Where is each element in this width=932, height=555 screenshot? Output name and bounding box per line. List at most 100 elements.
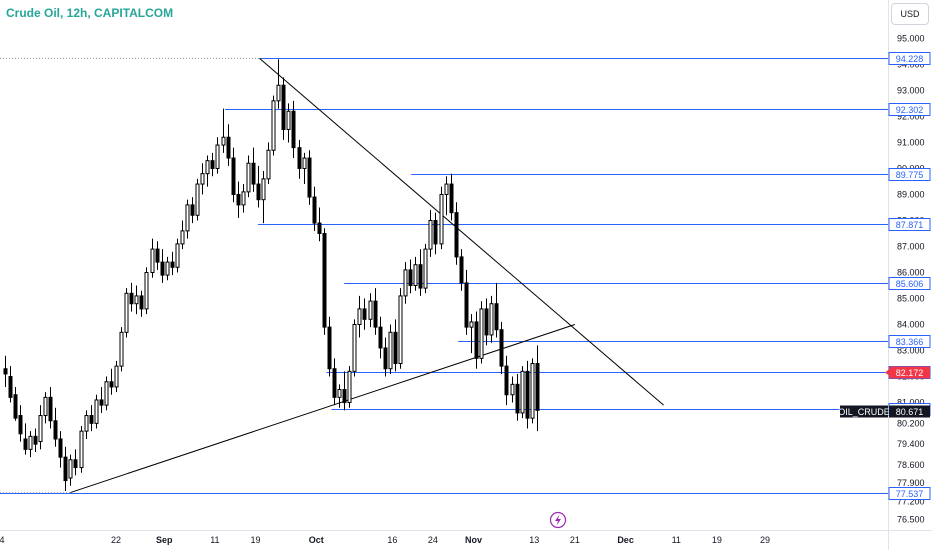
lightning-icon[interactable] bbox=[549, 511, 567, 529]
candle bbox=[469, 314, 474, 354]
y-tick-label: 92.000 bbox=[897, 111, 925, 121]
candle-body bbox=[459, 256, 464, 284]
candle-body bbox=[13, 394, 18, 419]
candle-body bbox=[170, 261, 175, 268]
candle-body bbox=[307, 157, 312, 198]
candle-body bbox=[428, 219, 433, 250]
candle bbox=[383, 337, 388, 377]
candle-body bbox=[58, 438, 63, 458]
candle-body bbox=[327, 326, 332, 370]
x-tick-label: 22 bbox=[111, 535, 121, 545]
candle-body bbox=[134, 295, 139, 305]
candle bbox=[79, 425, 84, 473]
level-label-text: 83.366 bbox=[896, 337, 924, 347]
candle-body bbox=[175, 243, 180, 268]
candle bbox=[139, 290, 144, 317]
candle bbox=[155, 241, 160, 270]
candle-body bbox=[454, 212, 459, 258]
candle-body bbox=[302, 157, 307, 169]
symbol-tag-box bbox=[840, 405, 888, 418]
x-tick-label: 24 bbox=[428, 535, 438, 545]
candle-body bbox=[68, 459, 73, 479]
candle bbox=[535, 345, 540, 432]
candle-body bbox=[276, 84, 281, 102]
candle bbox=[307, 150, 312, 205]
candle bbox=[418, 249, 423, 296]
candle bbox=[256, 165, 261, 208]
candle-body bbox=[8, 376, 13, 398]
chart-title: Crude Oil, 12h, CAPITALCOM bbox=[6, 6, 174, 20]
currency-button[interactable]: USD bbox=[891, 3, 929, 25]
candle-body bbox=[347, 370, 352, 404]
candle bbox=[251, 147, 256, 192]
level-label-box bbox=[888, 335, 931, 348]
candle bbox=[474, 311, 479, 369]
candle-body bbox=[499, 329, 504, 367]
candle bbox=[33, 428, 38, 452]
candle bbox=[393, 319, 398, 372]
candle-body bbox=[28, 435, 33, 450]
candle-body bbox=[266, 149, 271, 180]
candle bbox=[276, 59, 281, 109]
candle bbox=[13, 386, 18, 421]
candle-body bbox=[150, 248, 155, 273]
candle bbox=[322, 228, 327, 335]
y-tick-label: 76.500 bbox=[897, 515, 925, 525]
candle-body bbox=[99, 399, 104, 406]
candle bbox=[129, 282, 134, 312]
candle-body bbox=[504, 365, 509, 396]
candle-body bbox=[246, 162, 251, 193]
y-tick-label: 85.000 bbox=[897, 294, 925, 304]
candle bbox=[297, 139, 302, 179]
x-tick-label: Dec bbox=[617, 535, 634, 545]
candle bbox=[261, 171, 266, 224]
candle bbox=[215, 137, 220, 174]
candle-body bbox=[124, 292, 129, 333]
candle bbox=[28, 431, 33, 458]
candle bbox=[347, 366, 352, 408]
candle-body bbox=[160, 261, 165, 276]
candle bbox=[221, 108, 226, 153]
x-tick-label: 11 bbox=[672, 535, 681, 545]
candle-body bbox=[205, 160, 210, 175]
candle bbox=[48, 386, 53, 429]
candle-body bbox=[104, 381, 109, 406]
candle bbox=[180, 220, 185, 250]
candle bbox=[484, 298, 489, 346]
y-tick-label: 86.000 bbox=[897, 267, 925, 277]
y-tick-label: 77.200 bbox=[897, 496, 925, 506]
candle-body bbox=[383, 347, 388, 370]
candle-body bbox=[362, 308, 367, 320]
candle bbox=[94, 394, 99, 429]
candle-body bbox=[530, 363, 535, 419]
candle bbox=[281, 77, 286, 140]
candle-body bbox=[368, 300, 373, 320]
trend-line bbox=[70, 324, 576, 494]
x-tick-label: 13 bbox=[529, 535, 539, 545]
x-tick-label: 21 bbox=[570, 535, 580, 545]
candle-body bbox=[510, 383, 515, 396]
current-price-text: 82.172 bbox=[896, 368, 924, 378]
candle-body bbox=[241, 191, 246, 206]
candle bbox=[515, 373, 520, 421]
level-price-label: 89.775 bbox=[888, 168, 931, 181]
candle-body bbox=[261, 178, 266, 201]
candle-body bbox=[489, 303, 494, 336]
candle-body bbox=[195, 183, 200, 216]
candle bbox=[104, 376, 109, 411]
candle-body bbox=[210, 160, 215, 169]
candle-body bbox=[119, 331, 124, 367]
candle-body bbox=[408, 269, 413, 287]
level-label-box bbox=[888, 103, 931, 116]
candle bbox=[160, 249, 165, 283]
candle-body bbox=[317, 222, 322, 234]
trend-lines bbox=[70, 58, 664, 494]
candle-body bbox=[129, 292, 134, 305]
x-tick-label: Nov bbox=[465, 535, 482, 545]
candle bbox=[241, 184, 246, 213]
level-label-text: 85.606 bbox=[896, 279, 924, 289]
candle bbox=[337, 384, 342, 408]
level-label-text: 87.871 bbox=[896, 220, 924, 230]
